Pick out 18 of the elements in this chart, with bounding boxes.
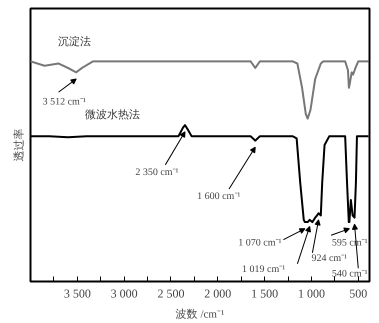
x-tick-label: 3 500 — [64, 286, 91, 300]
x-tick-label: 1 500 — [251, 286, 278, 300]
x-axis-title: 波数 /cm⁻¹ — [176, 308, 224, 320]
annotation: 1 600 cm⁻¹ — [197, 191, 240, 202]
y-axis-title: 透过率 — [12, 128, 26, 162]
x-tick-label: 1 000 — [298, 286, 325, 300]
x-tick-label: 3 000 — [110, 286, 138, 300]
x-tick-label: 2 500 — [157, 286, 184, 300]
annotation: 924 cm⁻¹ — [311, 252, 348, 264]
series-label: 沉淀法 — [58, 35, 92, 48]
annotation: 540 cm⁻¹ — [332, 268, 368, 280]
annotation: 1 070 cm⁻¹ — [238, 237, 282, 248]
x-tick-label: 2 000 — [204, 286, 232, 300]
annotation: 2 350 cm⁻¹ — [135, 167, 179, 178]
series-label: 微波水热法 — [84, 108, 140, 121]
annotation: 3 512 cm⁻¹ — [42, 96, 86, 108]
x-tick-label: 500 — [349, 286, 368, 300]
annotation: 1 019 cm⁻¹ — [242, 264, 286, 275]
